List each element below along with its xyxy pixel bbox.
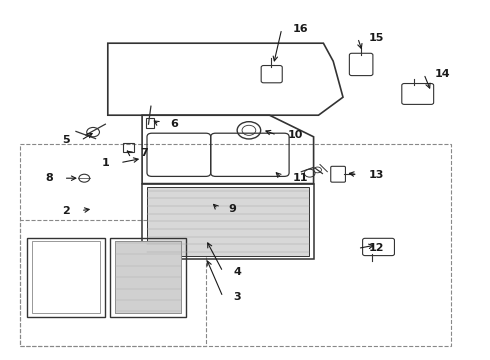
Text: 4: 4 <box>234 267 242 277</box>
Text: 14: 14 <box>435 69 450 79</box>
Text: 9: 9 <box>229 204 237 214</box>
Text: 16: 16 <box>293 24 308 34</box>
Bar <box>146 118 154 128</box>
Bar <box>20 220 206 346</box>
Bar <box>142 184 314 259</box>
Text: 15: 15 <box>368 33 384 43</box>
Text: 6: 6 <box>170 119 178 129</box>
Text: 10: 10 <box>288 130 303 140</box>
Bar <box>123 143 134 152</box>
Bar <box>115 241 181 313</box>
Bar <box>32 241 100 313</box>
Text: 3: 3 <box>234 292 242 302</box>
Text: 13: 13 <box>368 170 384 180</box>
Text: 7: 7 <box>141 148 148 158</box>
Text: 1: 1 <box>101 158 109 168</box>
Bar <box>147 187 309 256</box>
Text: 2: 2 <box>62 206 70 216</box>
Bar <box>20 144 451 346</box>
Text: 8: 8 <box>45 173 53 183</box>
Bar <box>115 241 181 313</box>
Text: 5: 5 <box>62 135 70 145</box>
Bar <box>27 238 105 317</box>
Text: 12: 12 <box>368 243 384 253</box>
Text: 11: 11 <box>293 173 308 183</box>
Bar <box>110 238 186 317</box>
